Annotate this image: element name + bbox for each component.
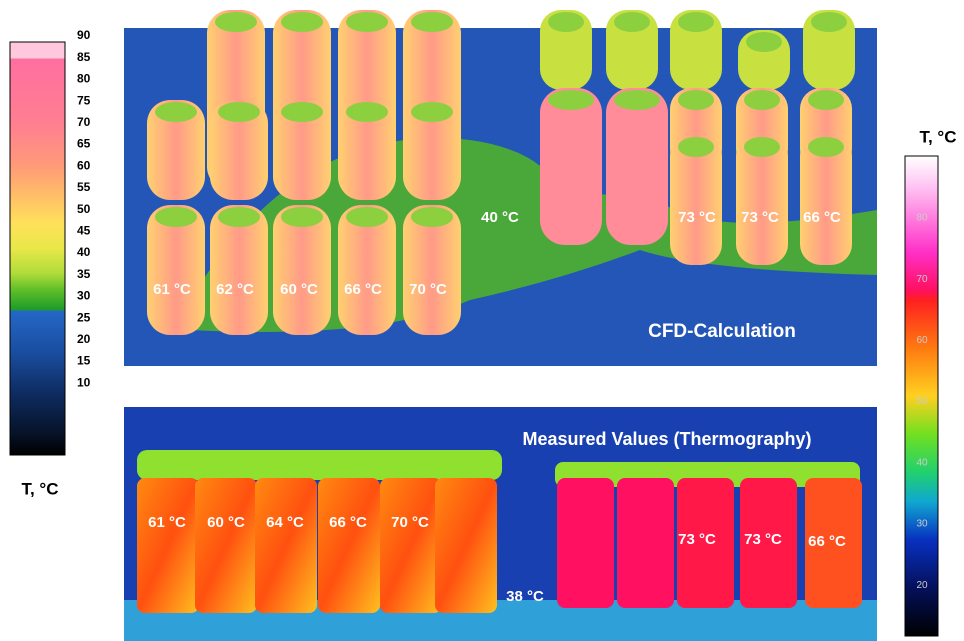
temperature-label: 70 °C xyxy=(409,281,447,298)
cylinder-top xyxy=(548,90,594,110)
cylinder-top xyxy=(614,90,660,110)
temperature-label: 62 °C xyxy=(216,281,254,298)
top-panel-title: CFD-Calculation xyxy=(648,321,796,342)
thermo-cylinder xyxy=(195,478,257,613)
cylinder-top xyxy=(811,12,847,32)
figure: T, °C 90 85 80 75 70 65 60 55 50 45 40 35 30 25 20 15 10… xyxy=(0,0,964,641)
cylinder xyxy=(540,88,602,245)
cylinder-top xyxy=(411,102,453,122)
cylinder-top xyxy=(548,12,584,32)
cylinder-top xyxy=(218,102,260,122)
cylinder-top xyxy=(411,12,453,32)
left-tick-label: 55 xyxy=(77,180,91,194)
cylinder-top xyxy=(218,207,260,227)
left-tick-label: 90 xyxy=(77,28,91,42)
thermo-cylinder xyxy=(255,478,317,613)
temperature-label: 66 °C xyxy=(344,281,382,298)
temperature-label: 64 °C xyxy=(266,514,304,531)
temperature-label: 61 °C xyxy=(153,281,191,298)
temperature-label: 73 °C xyxy=(678,531,716,548)
left-tick-label: 75 xyxy=(77,93,91,107)
thermo-cylinder xyxy=(557,478,614,608)
cylinder-top xyxy=(346,102,388,122)
thermo-cylinder xyxy=(137,478,199,613)
left-tick-label: 60 xyxy=(77,158,91,172)
cylinder-top xyxy=(678,90,714,110)
right-tick-label: 80 xyxy=(916,213,928,224)
temperature-label: 66 °C xyxy=(803,209,841,226)
right-tick-label: 40 xyxy=(916,457,928,468)
left-tick-label: 80 xyxy=(77,72,91,86)
cylinder-top xyxy=(281,207,323,227)
cylinder-top xyxy=(614,12,650,32)
cylinder-top xyxy=(281,102,323,122)
left-tick-label: 30 xyxy=(77,289,91,303)
cylinder-top xyxy=(808,90,844,110)
left-tick-label: 15 xyxy=(77,354,91,368)
cylinder-top xyxy=(215,12,257,32)
temperature-label: 73 °C xyxy=(744,531,782,548)
bottom-panel-title: Measured Values (Thermography) xyxy=(522,429,811,449)
cylinder-top xyxy=(281,12,323,32)
left-tick-label: 20 xyxy=(77,332,91,346)
temperature-label: 40 °C xyxy=(481,209,519,226)
temperature-label: 66 °C xyxy=(808,533,846,550)
right-tick-label: 70 xyxy=(916,274,928,285)
left-tick-label: 35 xyxy=(77,267,91,281)
thermo-back xyxy=(137,450,502,480)
right-tick-label: 50 xyxy=(916,396,928,407)
cylinder-top xyxy=(678,12,714,32)
cylinder-top xyxy=(808,137,844,157)
right-scale-title: T, °C xyxy=(919,127,956,146)
temperature-label: 73 °C xyxy=(678,209,716,226)
temperature-label: 66 °C xyxy=(329,514,367,531)
right-tick-label: 30 xyxy=(916,519,928,530)
cylinder-top xyxy=(744,90,780,110)
left-color-bar xyxy=(10,42,65,455)
left-tick-label: 50 xyxy=(77,202,91,216)
temperature-label: 61 °C xyxy=(148,514,186,531)
temperature-label: 60 °C xyxy=(280,281,318,298)
thermo-cylinder xyxy=(435,478,497,613)
right-tick-label: 60 xyxy=(916,335,928,346)
left-tick-label: 10 xyxy=(77,375,91,389)
left-tick-label: 70 xyxy=(77,115,91,129)
left-scale-title: T, °C xyxy=(21,479,58,498)
temperature-label: 38 °C xyxy=(506,588,544,605)
temperature-label: 70 °C xyxy=(391,514,429,531)
right-tick-label: 20 xyxy=(916,580,928,591)
cylinder-top xyxy=(744,137,780,157)
left-tick-label: 45 xyxy=(77,223,91,237)
left-tick-label: 65 xyxy=(77,137,91,151)
cylinder-top xyxy=(411,207,453,227)
cylinder xyxy=(606,88,668,245)
left-tick-label: 85 xyxy=(77,50,91,64)
cylinder-top xyxy=(155,207,197,227)
thermo-cylinder xyxy=(617,478,674,608)
left-tick-label: 25 xyxy=(77,310,91,324)
thermo-cylinder xyxy=(380,478,442,613)
temperature-label: 60 °C xyxy=(207,514,245,531)
thermo-cylinder xyxy=(318,478,380,613)
cylinder-top xyxy=(746,32,782,52)
cylinder-top xyxy=(678,137,714,157)
left-tick-label: 40 xyxy=(77,245,91,259)
cylinder-top xyxy=(346,12,388,32)
cylinder-top xyxy=(155,102,197,122)
temperature-label: 73 °C xyxy=(741,209,779,226)
cylinder-top xyxy=(346,207,388,227)
